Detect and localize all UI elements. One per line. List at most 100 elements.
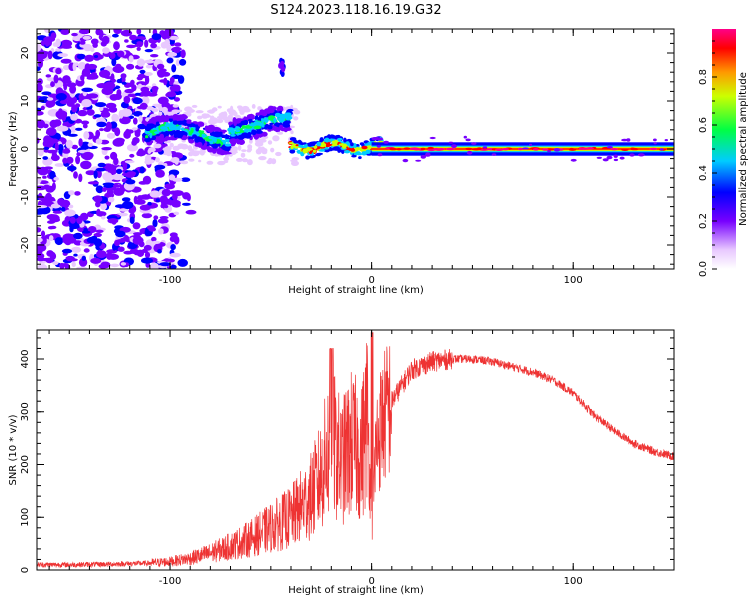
spectrogram-cell	[42, 156, 48, 160]
spectrogram-cell	[311, 141, 316, 147]
spectrogram-cell	[518, 147, 523, 151]
spectrogram-cell	[102, 47, 110, 54]
spectrogram-cell	[169, 132, 173, 135]
spectrogram-cell	[96, 250, 107, 259]
colorbar-tick-label: 0.4	[698, 165, 709, 181]
spectrogram-cell	[72, 62, 77, 72]
spectrogram-cell	[448, 141, 454, 144]
spectrogram-cell	[309, 151, 312, 155]
spectrogram-cell	[235, 118, 241, 124]
spectrogram-cell	[361, 151, 368, 156]
spectrogram-cell	[69, 225, 74, 233]
snr-ticks: -100 0 100 0 100 200 300 400	[20, 330, 675, 587]
colorbar-tick-label: 0.2	[698, 213, 709, 229]
snr-frame	[36, 329, 675, 571]
spectrogram-cell	[403, 147, 411, 150]
spectrogram-cell	[75, 127, 83, 131]
spectrogram-cell	[606, 146, 613, 149]
spectrogram-cell	[529, 143, 533, 147]
spectrogram-cell	[173, 211, 180, 216]
spectrogram-cell	[494, 148, 504, 151]
spectrogram-cell	[178, 160, 186, 163]
spectrogram-cell	[212, 127, 216, 132]
spectrogram-cell	[396, 148, 402, 151]
spectrogram-cell	[124, 88, 134, 94]
spectrogram-cell	[522, 147, 529, 150]
spectrogram-cell	[111, 58, 117, 67]
spectrogram-cell	[71, 246, 82, 253]
spectrogram-cell	[351, 154, 357, 158]
spectrogram-cell	[229, 138, 238, 144]
spectrogram-cell	[139, 166, 145, 174]
spectrogram-cell	[319, 139, 324, 143]
spectrogram-cell	[139, 69, 146, 74]
spectrogram-cell	[629, 153, 635, 157]
spectrogram-cell	[90, 235, 98, 241]
spectrogram-cell	[110, 254, 117, 260]
spectrogram-cell	[293, 140, 299, 144]
spectrogram-cell	[255, 130, 263, 134]
spectrogram-cell	[167, 51, 178, 57]
spectrogram-cell	[37, 264, 48, 269]
spectrogram-cell	[66, 156, 74, 164]
spectrogram-cell	[67, 165, 77, 171]
spectrogram-cell	[216, 150, 225, 155]
spectrogram-cell	[37, 119, 46, 129]
colorbar-label: Normalized spectral amplitude	[738, 72, 749, 226]
spectrogram-cell	[175, 127, 182, 131]
spectrogram-cell	[210, 117, 219, 124]
spectrogram-cell	[62, 148, 71, 154]
spectrogram-cell	[124, 160, 135, 164]
spectrogram-cell	[148, 123, 155, 129]
spectrogram-cell	[116, 78, 123, 84]
spectrogram-cell	[128, 208, 135, 214]
spectrogram-cell	[137, 195, 144, 201]
spectrogram-cell	[40, 230, 46, 238]
spectrogram-cell	[180, 49, 186, 59]
spectrogram-cell	[259, 143, 263, 146]
spectrogram-cell	[630, 147, 635, 150]
x-tick-label: -100	[159, 576, 182, 587]
spectrogram-cell	[37, 176, 42, 184]
spectrogram-cell	[99, 69, 111, 78]
spectrogram-cell	[482, 146, 488, 149]
spectrogram-cell	[122, 161, 128, 171]
spectrogram-cell	[95, 167, 106, 172]
spectrogram-cell	[131, 127, 138, 131]
spectrogram-cell	[43, 36, 56, 43]
spectrogram-cell	[57, 53, 68, 58]
spectrogram-cell	[54, 163, 65, 167]
spectrogram-cell	[37, 185, 46, 191]
spectrogram-cell	[169, 80, 174, 86]
spectrogram-cell	[139, 204, 151, 211]
spectrogram-cell	[133, 117, 138, 125]
spectrogram-cell	[136, 46, 141, 51]
spectrogram-cell	[96, 169, 102, 179]
spectrogram-cell	[63, 81, 68, 91]
spectrogram-cell	[174, 42, 182, 47]
spectrogram-cell	[287, 108, 294, 112]
spectrogram-cell	[159, 133, 165, 140]
spectrogram-cell	[305, 155, 312, 159]
spectrogram-cell	[201, 133, 206, 138]
spectrogram-cell	[198, 123, 203, 127]
spectrogram-cell	[37, 227, 42, 233]
spectrogram-cell	[100, 41, 107, 47]
spectrogram-cell	[45, 40, 50, 47]
spectrogram-cell	[145, 154, 152, 162]
spectrogram-cell	[65, 255, 75, 261]
spectrogram-cell	[76, 266, 88, 269]
spectrogram-cell	[134, 130, 141, 138]
spectrogram-cell	[465, 138, 471, 142]
spectrogram-cell	[602, 158, 609, 162]
y-tick-label: 20	[20, 47, 31, 60]
spectrogram-cell	[274, 122, 280, 126]
colorbar-ticks: 0.0 0.2 0.4 0.6 0.8	[698, 40, 717, 277]
spectrogram-cell	[228, 109, 237, 116]
spectrogram-cell	[420, 147, 426, 151]
spectrogram-cell	[197, 115, 203, 120]
spectrogram-cell	[98, 128, 105, 132]
spectrogram-cell	[106, 188, 114, 198]
spectrogram-cell	[242, 108, 251, 112]
spectrogram-cell	[93, 195, 103, 203]
